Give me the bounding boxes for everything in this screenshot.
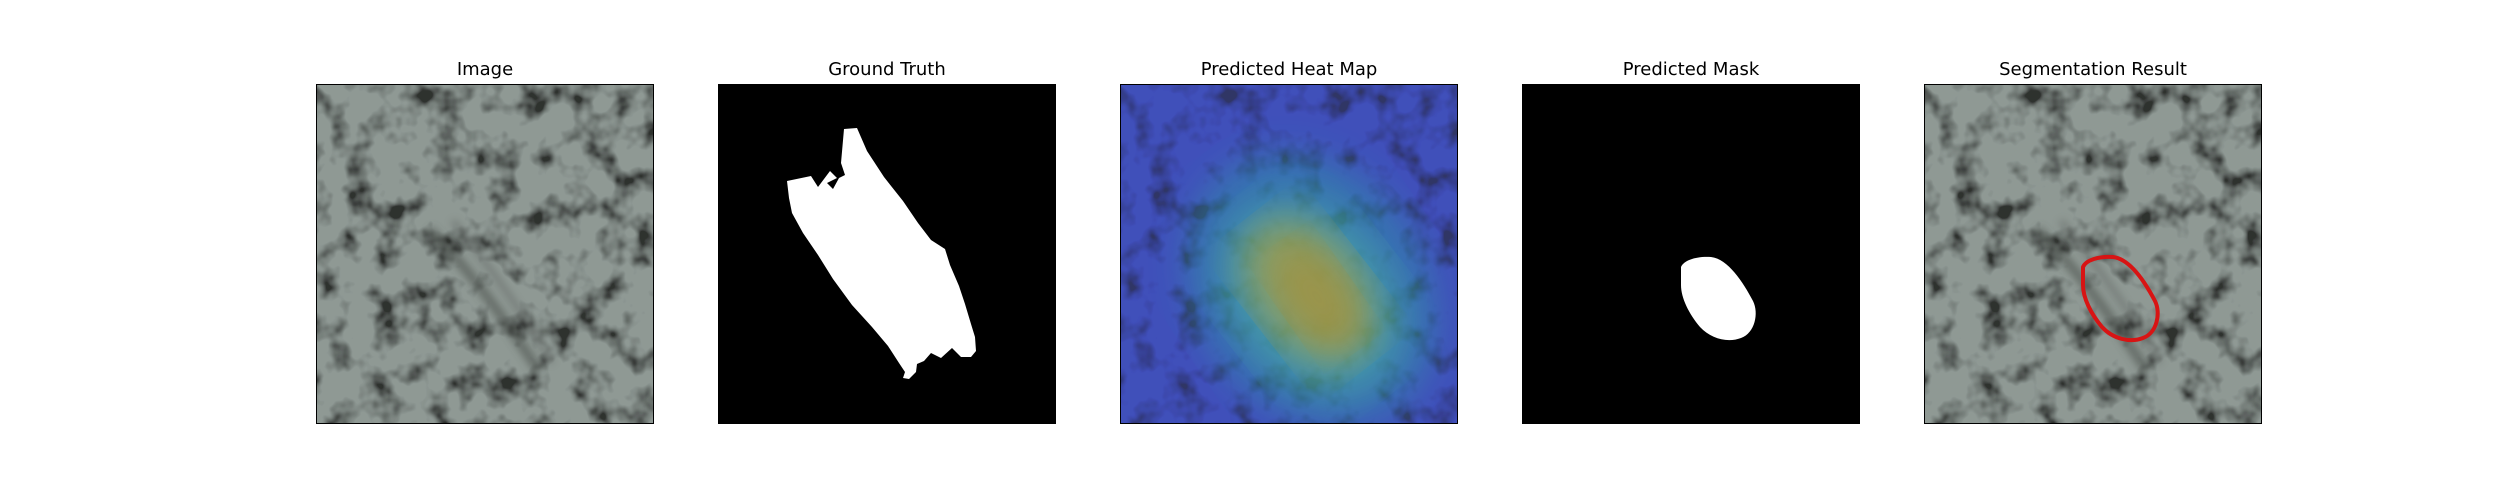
- panel-title-ground-truth: Ground Truth: [828, 59, 946, 80]
- panel-segmentation-result: Segmentation Result: [1924, 0, 2262, 500]
- panel-ground-truth: Ground Truth: [718, 0, 1056, 500]
- ground-truth-frame: [718, 84, 1056, 424]
- input-image-frame: [316, 84, 654, 424]
- predicted-mask-frame: [1522, 84, 1860, 424]
- predicted-mask: [1523, 85, 1859, 423]
- predicted-defect-region: [1681, 256, 1756, 341]
- segmentation-contour: [2081, 254, 2160, 343]
- panel-title-image: Image: [456, 59, 514, 80]
- segmentation-result-image: [1925, 85, 2261, 423]
- panel-image: Image: [316, 0, 654, 500]
- panel-title-predicted-heat-map: Predicted Heat Map: [1200, 59, 1378, 80]
- panel-predicted-mask: Predicted Mask: [1522, 0, 1860, 500]
- segmentation-result-frame: [1924, 84, 2262, 424]
- panel-title-predicted-mask: Predicted Mask: [1622, 59, 1760, 80]
- panel-title-segmentation-result: Segmentation Result: [1999, 59, 2187, 80]
- panel-predicted-heat-map: Predicted Heat Map: [1120, 0, 1458, 500]
- input-granite-image: [317, 85, 653, 423]
- ground-truth-defect-region: [787, 128, 976, 379]
- predicted-heat-map: [1121, 85, 1457, 423]
- ground-truth-mask: [719, 85, 1055, 423]
- heat-map-frame: [1120, 84, 1458, 424]
